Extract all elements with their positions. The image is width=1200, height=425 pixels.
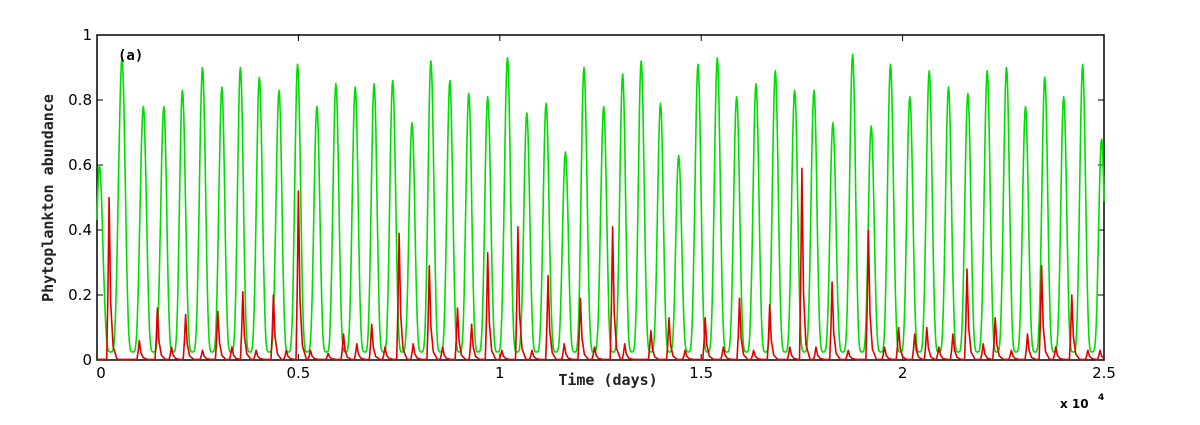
x-tick-label: 1 [495, 364, 505, 382]
y-tick-label: 0.4 [68, 221, 92, 239]
panel-annotation: (a) [118, 48, 143, 64]
x-tick-label: 0.5 [286, 364, 310, 382]
series-layer [96, 53, 1105, 361]
y-tick-label: 0 [82, 351, 92, 369]
x-axis-title: Time (days) [558, 371, 657, 389]
y-axis-title: Phytoplankton abundance [39, 94, 57, 302]
y-tick-label: 1 [82, 26, 92, 44]
x-multiplier-base: x 10 [1060, 397, 1089, 411]
x-tick-label: 0 [96, 364, 106, 382]
x-multiplier-exponent: 4 [1098, 393, 1104, 403]
x-tick-label: 2.5 [1092, 364, 1116, 382]
x-tick-label: 1.5 [689, 364, 713, 382]
red-series-line [96, 167, 1105, 361]
tick-labels: 0 0.5 1 1.5 2 2.5 0 0.2 0.4 0.6 0.8 1 [68, 26, 1116, 382]
x-tick-label: 2 [898, 364, 908, 382]
y-tick-label: 0.8 [68, 91, 92, 109]
y-tick-label: 0.6 [68, 156, 92, 174]
y-tick-label: 0.2 [68, 286, 92, 304]
